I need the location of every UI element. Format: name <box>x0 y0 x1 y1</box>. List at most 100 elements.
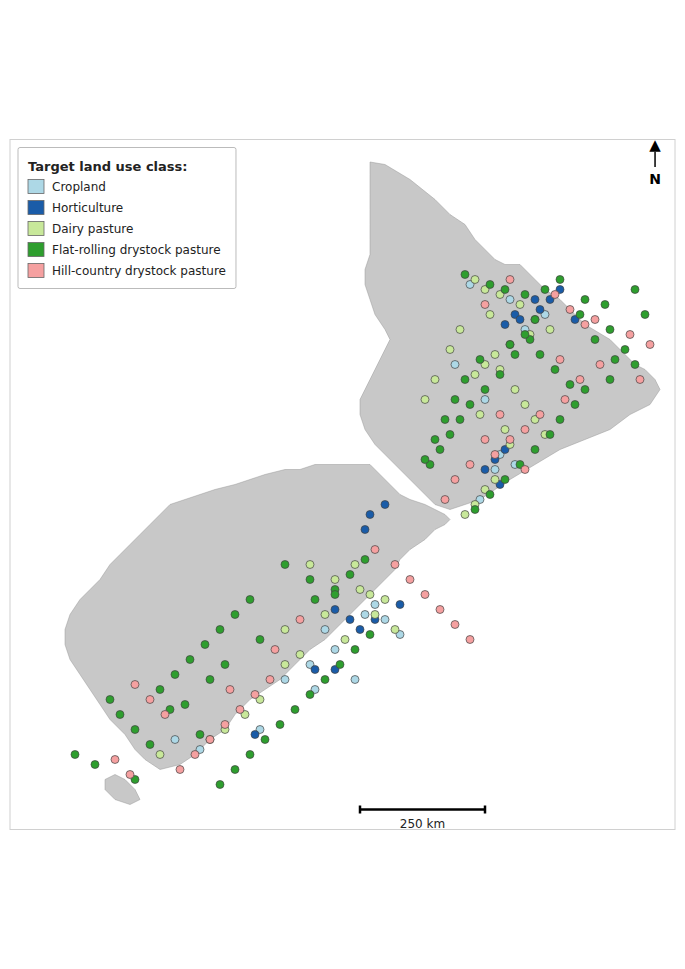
site <box>556 276 564 284</box>
site <box>501 426 509 434</box>
site <box>231 611 239 619</box>
site <box>521 291 529 299</box>
site <box>441 416 449 424</box>
site <box>351 646 359 654</box>
site <box>321 676 329 684</box>
site <box>481 396 489 404</box>
site <box>466 461 474 469</box>
site <box>311 596 319 604</box>
site <box>331 606 339 614</box>
site <box>361 526 369 534</box>
site <box>491 476 499 484</box>
site <box>146 696 154 704</box>
legend-frame <box>18 148 236 289</box>
site <box>296 651 304 659</box>
scale-bar-line <box>360 808 485 811</box>
site <box>476 356 484 364</box>
site <box>436 446 444 454</box>
site <box>216 626 224 634</box>
site <box>471 371 479 379</box>
site <box>381 616 389 624</box>
site <box>536 306 544 314</box>
site <box>111 756 119 764</box>
site <box>356 626 364 634</box>
site <box>521 401 529 409</box>
site <box>461 511 469 519</box>
site <box>156 751 164 759</box>
site <box>251 731 259 739</box>
site <box>216 781 224 789</box>
legend-label: Horticulture <box>52 201 123 215</box>
site <box>646 341 654 349</box>
site <box>581 296 589 304</box>
site <box>281 661 289 669</box>
site <box>471 276 479 284</box>
scale-bar-end <box>484 806 487 814</box>
site <box>91 761 99 769</box>
scale-bar <box>360 806 485 814</box>
site <box>506 296 514 304</box>
site <box>451 621 459 629</box>
site <box>531 316 539 324</box>
site <box>501 321 509 329</box>
site <box>236 706 244 714</box>
site <box>521 466 529 474</box>
site <box>626 331 634 339</box>
site <box>486 281 494 289</box>
site <box>531 296 539 304</box>
site <box>491 451 499 459</box>
site <box>636 376 644 384</box>
site <box>511 351 519 359</box>
site <box>271 646 279 654</box>
site <box>311 666 319 674</box>
site <box>321 611 329 619</box>
site <box>516 316 524 324</box>
site <box>126 771 134 779</box>
series <box>156 276 554 759</box>
site <box>351 561 359 569</box>
land <box>360 162 660 510</box>
site <box>331 591 339 599</box>
site <box>451 361 459 369</box>
site <box>591 316 599 324</box>
site <box>371 611 379 619</box>
site <box>431 376 439 384</box>
site <box>206 676 214 684</box>
site <box>281 561 289 569</box>
legend-label: Hill-country drystock pasture <box>52 264 226 278</box>
site <box>481 301 489 309</box>
site <box>451 476 459 484</box>
site <box>446 346 454 354</box>
legend-swatch <box>28 201 44 215</box>
site <box>176 766 184 774</box>
site <box>351 676 359 684</box>
series <box>251 286 579 739</box>
series <box>71 271 649 789</box>
site <box>306 691 314 699</box>
site <box>396 601 404 609</box>
legend-label: Flat-rolling drystock pasture <box>52 243 221 257</box>
site <box>456 416 464 424</box>
site <box>156 686 164 694</box>
site <box>246 751 254 759</box>
site <box>381 501 389 509</box>
site <box>296 616 304 624</box>
site <box>361 611 369 619</box>
site <box>576 311 584 319</box>
site <box>501 286 509 294</box>
site <box>601 301 609 309</box>
site <box>466 401 474 409</box>
land <box>65 465 450 770</box>
site <box>431 436 439 444</box>
site <box>346 616 354 624</box>
site <box>631 286 639 294</box>
site <box>346 571 354 579</box>
site <box>276 721 284 729</box>
site <box>606 326 614 334</box>
site <box>206 736 214 744</box>
site <box>506 276 514 284</box>
site <box>506 341 514 349</box>
site <box>171 736 179 744</box>
chart: Target land use class:CroplandHorticultu… <box>0 0 685 969</box>
site <box>536 351 544 359</box>
